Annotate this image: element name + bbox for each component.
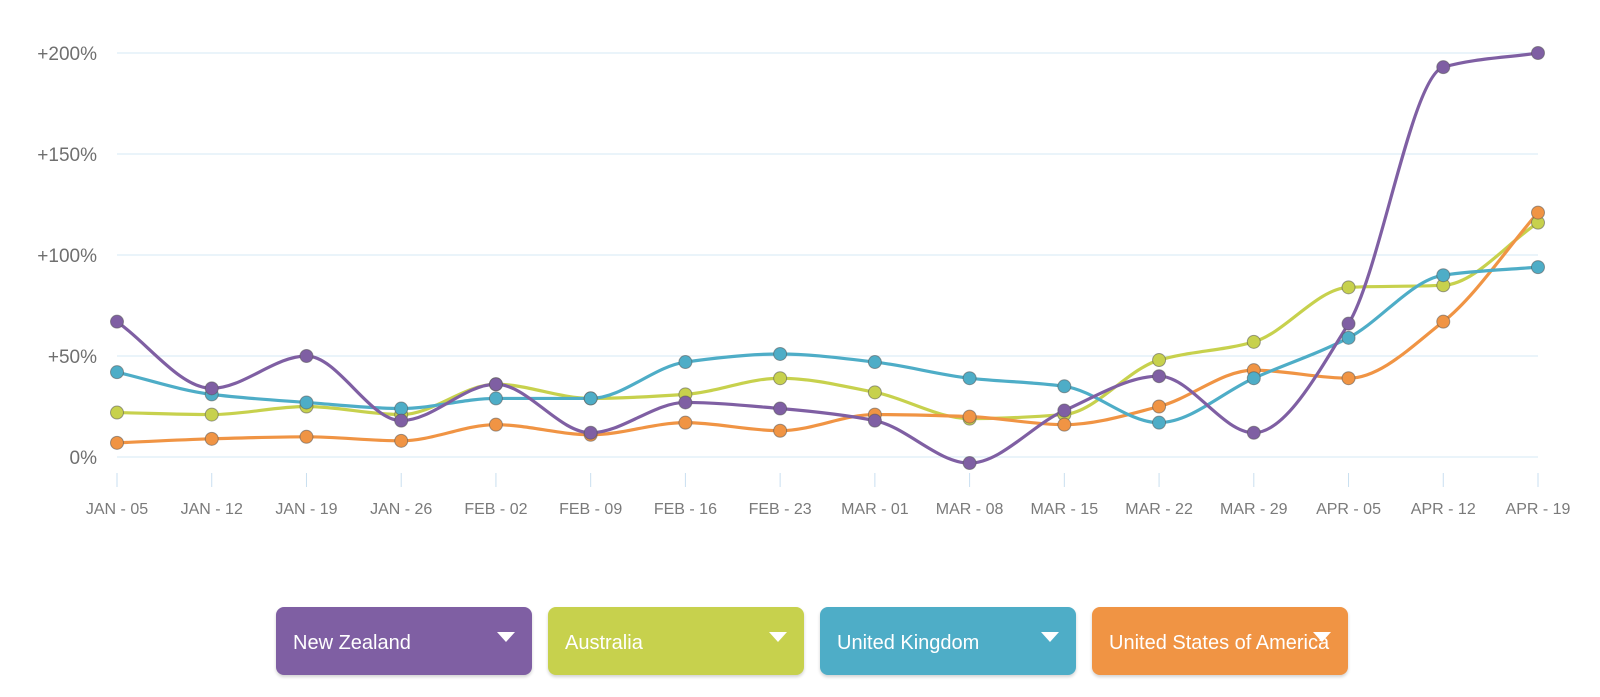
chevron-down-icon	[1313, 632, 1331, 642]
data-point-united-states-of-america[interactable]	[1341, 371, 1356, 386]
country-select-label: United Kingdom	[837, 632, 980, 654]
series-points	[110, 46, 1545, 471]
data-point-new-zealand[interactable]	[394, 413, 409, 428]
x-axis-ticks: JAN - 05 JAN - 12 JAN - 19 JAN - 26 FEB - 02…	[86, 473, 1571, 518]
data-point-united-kingdom[interactable]	[110, 365, 124, 380]
x-tick-label: MAR - 29	[1220, 501, 1288, 518]
country-select-4[interactable]: United States of America	[1092, 607, 1348, 675]
data-point-new-zealand[interactable]	[867, 413, 882, 428]
data-point-new-zealand[interactable]	[583, 425, 598, 440]
data-point-new-zealand[interactable]	[1246, 425, 1261, 440]
x-tick-label: APR - 05	[1316, 501, 1381, 518]
data-point-australia[interactable]	[1341, 280, 1356, 295]
data-point-united-kingdom[interactable]	[488, 391, 503, 406]
data-point-united-kingdom[interactable]	[1341, 330, 1356, 345]
x-tick-label: JAN - 05	[86, 501, 148, 518]
country-select-3[interactable]: United Kingdom	[820, 607, 1076, 675]
x-tick-label: MAR - 15	[1031, 501, 1099, 518]
data-point-united-kingdom[interactable]	[583, 391, 598, 406]
x-tick-label: APR - 12	[1411, 501, 1476, 518]
data-point-united-states-of-america[interactable]	[394, 433, 409, 448]
data-point-australia[interactable]	[867, 385, 882, 400]
data-point-united-kingdom[interactable]	[678, 355, 693, 370]
grid	[117, 52, 1538, 458]
data-point-new-zealand[interactable]	[488, 377, 503, 392]
data-point-new-zealand[interactable]	[1531, 46, 1545, 60]
data-point-new-zealand[interactable]	[1057, 403, 1072, 418]
data-point-new-zealand[interactable]	[773, 401, 788, 416]
y-tick-label: 0%	[70, 448, 98, 469]
data-point-united-kingdom[interactable]	[1057, 379, 1072, 394]
data-point-united-kingdom[interactable]	[867, 355, 882, 370]
data-point-australia[interactable]	[773, 371, 788, 386]
data-point-united-kingdom[interactable]	[773, 346, 788, 361]
data-point-united-kingdom[interactable]	[394, 401, 409, 416]
data-point-united-states-of-america[interactable]	[299, 429, 314, 444]
line-chart: +200%+150%+100%+50%0% JAN - 05 JAN - 12 JA…	[37, 44, 1571, 518]
data-point-united-states-of-america[interactable]	[1531, 205, 1545, 220]
y-tick-label: +50%	[48, 347, 97, 368]
data-point-new-zealand[interactable]	[204, 381, 219, 396]
data-point-australia[interactable]	[110, 405, 124, 420]
y-axis-ticks: +200% +150% +100% +50% 0%	[37, 44, 97, 469]
series-line-australia	[115, 221, 1540, 421]
series-lines	[115, 51, 1540, 465]
chevron-down-icon	[1041, 632, 1059, 642]
data-point-united-kingdom[interactable]	[1436, 268, 1451, 283]
data-point-new-zealand[interactable]	[1341, 316, 1356, 331]
y-tick-label: +150%	[37, 145, 97, 166]
data-point-new-zealand[interactable]	[678, 395, 693, 410]
country-select-label: Australia	[565, 632, 643, 654]
x-tick-label: MAR - 08	[936, 501, 1004, 518]
country-select-1[interactable]: New Zealand	[276, 607, 532, 675]
data-point-new-zealand[interactable]	[110, 314, 124, 329]
x-tick-label: FEB - 09	[559, 501, 622, 518]
data-point-united-kingdom[interactable]	[1152, 415, 1167, 430]
x-tick-label: APR - 19	[1506, 501, 1571, 518]
country-select-2[interactable]: Australia	[548, 607, 804, 675]
data-point-new-zealand[interactable]	[962, 456, 977, 471]
data-point-united-states-of-america[interactable]	[1057, 417, 1072, 432]
x-tick-label: FEB - 02	[464, 501, 527, 518]
x-tick-label: FEB - 16	[654, 501, 717, 518]
data-point-united-states-of-america[interactable]	[110, 435, 124, 450]
chevron-down-icon	[497, 632, 515, 642]
data-point-united-kingdom[interactable]	[299, 395, 314, 410]
data-point-new-zealand[interactable]	[299, 349, 314, 363]
y-tick-label: +200%	[37, 44, 97, 65]
data-point-united-kingdom[interactable]	[1531, 260, 1545, 275]
data-point-united-states-of-america[interactable]	[1436, 314, 1451, 329]
data-point-united-states-of-america[interactable]	[962, 409, 977, 424]
series-line-united-kingdom	[115, 265, 1540, 425]
data-point-united-states-of-america[interactable]	[488, 417, 503, 432]
series-line-new-zealand	[115, 51, 1540, 465]
data-point-united-kingdom[interactable]	[1246, 371, 1261, 386]
data-point-new-zealand[interactable]	[1436, 60, 1451, 75]
chevron-down-icon	[769, 632, 787, 642]
data-point-new-zealand[interactable]	[1152, 369, 1167, 384]
country-select-label: New Zealand	[293, 632, 411, 654]
data-point-united-states-of-america[interactable]	[678, 415, 693, 430]
x-tick-label: MAR - 22	[1125, 501, 1193, 518]
country-selectors: New Zealand Australia United Kingdom Uni…	[0, 607, 1600, 677]
y-tick-label: +100%	[37, 246, 97, 267]
data-point-united-states-of-america[interactable]	[773, 423, 788, 438]
data-point-united-states-of-america[interactable]	[1152, 399, 1167, 414]
x-tick-label: MAR - 01	[841, 501, 909, 518]
data-point-united-kingdom[interactable]	[962, 371, 977, 386]
data-point-united-states-of-america[interactable]	[204, 431, 219, 446]
x-tick-label: JAN - 12	[181, 501, 243, 518]
data-point-australia[interactable]	[1152, 353, 1167, 368]
data-point-australia[interactable]	[204, 407, 219, 422]
x-tick-label: JAN - 19	[275, 501, 337, 518]
data-point-australia[interactable]	[1246, 334, 1261, 349]
country-select-label: United States of America	[1109, 632, 1330, 654]
x-tick-label: JAN - 26	[370, 501, 432, 518]
x-tick-label: FEB - 23	[749, 501, 812, 518]
